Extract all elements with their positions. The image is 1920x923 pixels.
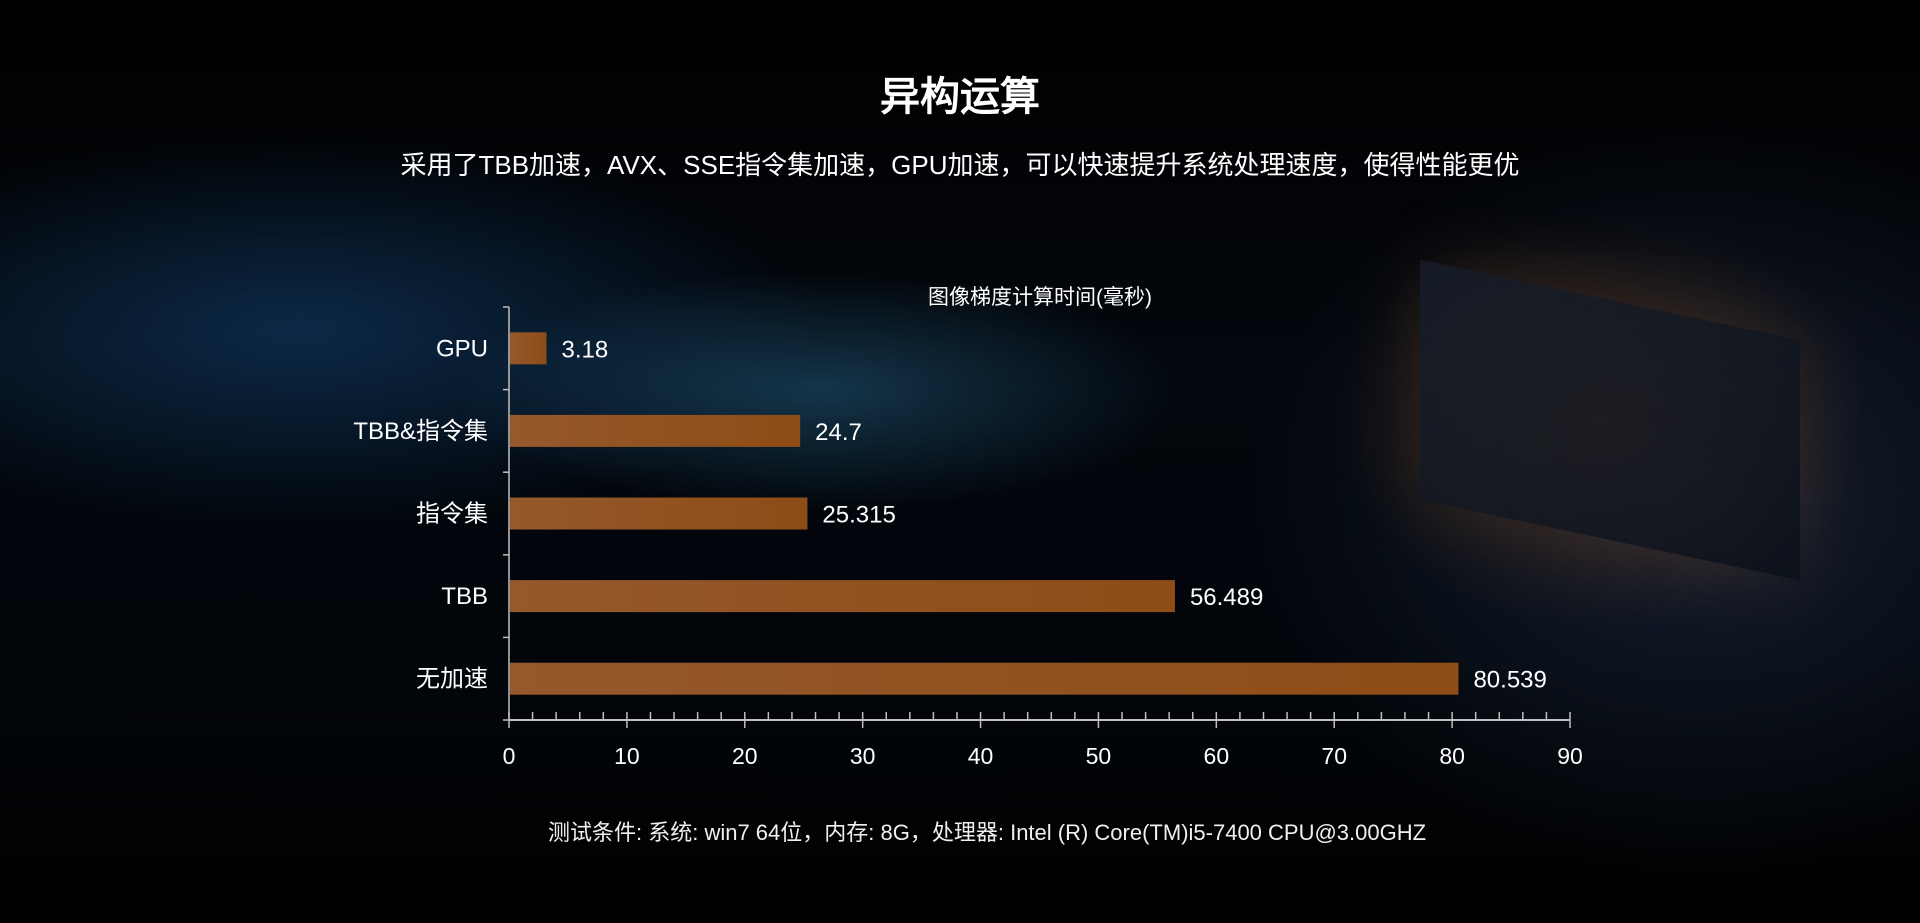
- bar-4: [510, 662, 1459, 695]
- chart-title: 图像梯度计算时间(毫秒): [928, 286, 1152, 309]
- x-tick-label: 90: [1557, 743, 1583, 769]
- value-label: 80.539: [1473, 667, 1546, 694]
- bar-3: [510, 580, 1175, 613]
- value-label: 3.18: [561, 336, 608, 363]
- value-label: 25.315: [822, 502, 895, 529]
- category-label: GPU: [436, 335, 488, 362]
- bar-2: [510, 497, 808, 530]
- x-tick-label: 60: [1204, 743, 1230, 769]
- x-tick-label: 70: [1321, 743, 1347, 769]
- x-tick-label: 20: [732, 743, 758, 769]
- value-label: 24.7: [815, 419, 862, 446]
- category-label: TBB&指令集: [353, 418, 488, 445]
- page-subtitle: 采用了TBB加速，AVX、SSE指令集加速，GPU加速，可以快速提升系统处理速度…: [400, 150, 1520, 180]
- category-label: TBB: [441, 583, 488, 610]
- test-conditions: 测试条件: 系统: win7 64位，内存: 8G，处理器: Intel (R)…: [548, 820, 1427, 845]
- x-tick-label: 80: [1439, 743, 1465, 769]
- bar-0: [510, 332, 547, 365]
- x-tick-label: 40: [968, 743, 994, 769]
- x-tick-label: 0: [503, 743, 516, 769]
- bar-1: [510, 414, 801, 447]
- page-title: 异构运算: [880, 75, 1040, 119]
- x-tick-label: 30: [850, 743, 876, 769]
- x-tick-label: 10: [614, 743, 640, 769]
- x-tick-label: 50: [1086, 743, 1112, 769]
- category-label: 指令集: [416, 501, 488, 528]
- value-label: 56.489: [1190, 584, 1263, 611]
- category-label: 无加速: [416, 666, 488, 693]
